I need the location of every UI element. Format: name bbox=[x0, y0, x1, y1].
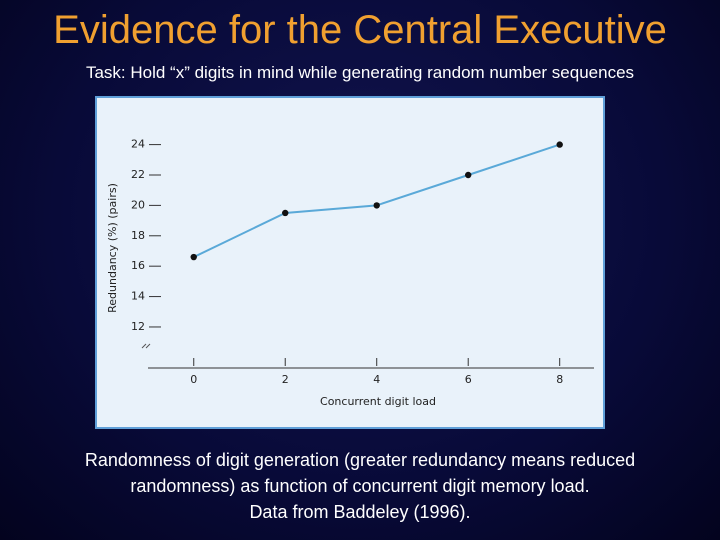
caption-line: Randomness of digit generation (greater … bbox=[84, 450, 636, 470]
y-tick-label: 14 bbox=[131, 290, 145, 303]
y-axis-label: Redundancy (%) (pairs) bbox=[106, 183, 119, 313]
x-axis-label: Concurrent digit load bbox=[320, 395, 436, 408]
y-tick-label: 20 bbox=[131, 198, 145, 211]
y-tick-label: 12 bbox=[131, 320, 145, 333]
data-point bbox=[556, 141, 563, 148]
data-point bbox=[465, 171, 472, 179]
axis-break bbox=[141, 343, 151, 349]
data-point bbox=[190, 253, 197, 261]
x-tick-label: 0 bbox=[190, 373, 197, 386]
caption: Randomness of digit generation (greater … bbox=[20, 447, 700, 525]
task-description: Task: Hold “x” digits in mind while gene… bbox=[85, 63, 635, 82]
data-point bbox=[282, 209, 289, 217]
caption-line: randomness) as function of concurrent di… bbox=[130, 476, 590, 496]
y-tick-label: 24 bbox=[131, 138, 145, 151]
chart-panel bbox=[95, 96, 605, 429]
y-tick-label: 18 bbox=[131, 229, 145, 242]
caption-line: Data from Baddeley (1996). bbox=[249, 502, 471, 522]
x-tick-label: 2 bbox=[282, 373, 289, 386]
x-tick-label: 6 bbox=[465, 373, 472, 386]
y-tick-label: 22 bbox=[131, 168, 145, 181]
data-point bbox=[373, 202, 380, 209]
slide-title: Evidence for the Central Executive bbox=[53, 8, 667, 52]
x-tick-label: 4 bbox=[373, 373, 380, 386]
y-tick-label: 16 bbox=[131, 259, 145, 272]
x-tick-label: 8 bbox=[556, 373, 563, 386]
